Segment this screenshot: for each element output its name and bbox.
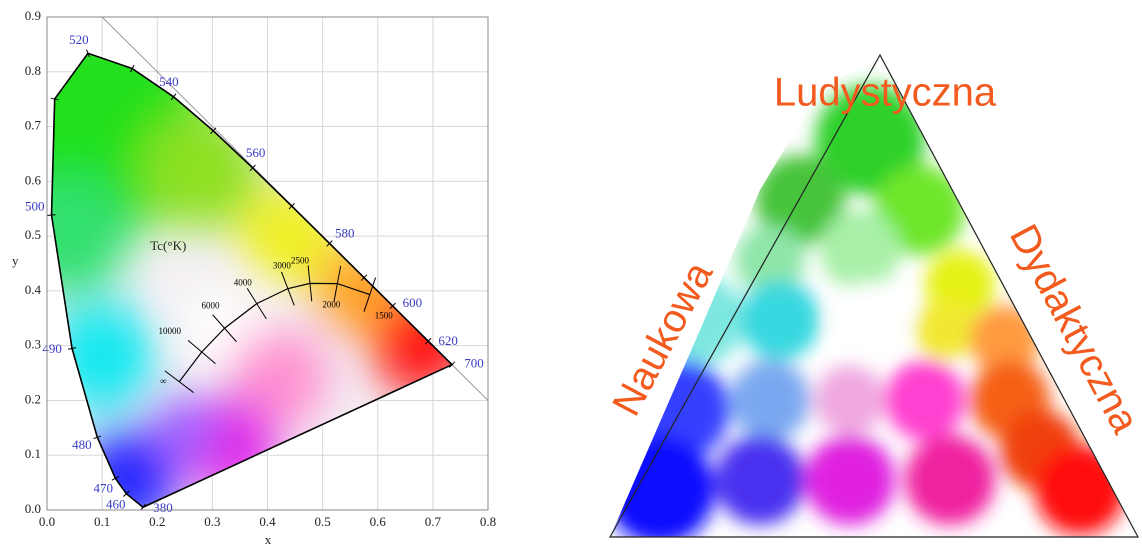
- x-tick-label: 0.6: [370, 514, 387, 529]
- wavelength-label: 480: [72, 437, 92, 452]
- x-tick-label: 0.8: [480, 514, 496, 529]
- temperature-label: 3000: [273, 261, 292, 271]
- x-tick-label: 0.1: [94, 514, 110, 529]
- color-blob: [150, 393, 220, 463]
- series-name: Tc(°K): [150, 238, 186, 253]
- y-tick-label: 0.1: [25, 446, 41, 461]
- temperature-label: 2500: [291, 255, 310, 265]
- x-tick-label: 0.3: [204, 514, 220, 529]
- wavelength-label: 620: [438, 333, 458, 348]
- wavelength-label: 500: [25, 198, 45, 213]
- y-axis-label: y: [12, 253, 19, 268]
- x-tick-label: 0.2: [149, 514, 165, 529]
- temperature-label: ∞: [160, 376, 166, 386]
- y-tick-label: 0.3: [25, 337, 41, 352]
- y-tick-label: 0.4: [25, 282, 42, 297]
- wavelength-label: 470: [94, 480, 114, 495]
- wavelength-label: 520: [69, 32, 89, 47]
- x-tick-label: 0.0: [39, 514, 55, 529]
- temperature-label: 6000: [202, 300, 221, 310]
- wavelength-label: 490: [42, 341, 62, 356]
- wavelength-label: 560: [246, 145, 266, 160]
- temperature-label: 1500: [375, 311, 394, 321]
- temperature-label: 2000: [322, 300, 341, 310]
- x-tick-label: 0.5: [315, 514, 331, 529]
- y-tick-label: 0.5: [25, 227, 41, 242]
- wavelength-label: 600: [403, 295, 423, 310]
- x-tick-label: 0.7: [425, 514, 442, 529]
- wavelength-label: 380: [153, 500, 173, 515]
- y-tick-label: 0.9: [25, 8, 41, 23]
- point-tick: [48, 215, 56, 216]
- wavelength-label: 540: [159, 74, 179, 89]
- temperature-label: 10000: [158, 326, 181, 336]
- x-tick-label: 0.4: [259, 514, 276, 529]
- page: y x 0.0 0.1 0.2 0.3 0.4 0.5 0.6 0.7 0.8 0.0 0.1 0.2…: [0, 0, 1142, 552]
- color-blob: [47, 302, 157, 412]
- wavelength-label: 580: [335, 225, 355, 240]
- y-tick-label: 0.7: [25, 118, 42, 133]
- y-tick-label: 0.6: [25, 172, 42, 187]
- y-tick-label: 0.0: [25, 501, 41, 516]
- y-tick-label: 0.8: [25, 63, 41, 78]
- x-axis-label: x: [265, 532, 272, 547]
- color-blob: [141, 110, 261, 230]
- wavelength-label: 700: [464, 356, 484, 371]
- temperature-label: 4000: [234, 278, 253, 288]
- wavelength-label: 460: [106, 497, 126, 512]
- cie-chart: y x 0.0 0.1 0.2 0.3 0.4 0.5 0.6 0.7 0.8 0.0 0.1 0.2…: [0, 0, 500, 547]
- triangle-diagram: Ludystyczna Naukowa Dydaktyczna: [604, 55, 1142, 545]
- label-top: Ludystyczna: [774, 71, 997, 115]
- y-tick-label: 0.2: [25, 391, 41, 406]
